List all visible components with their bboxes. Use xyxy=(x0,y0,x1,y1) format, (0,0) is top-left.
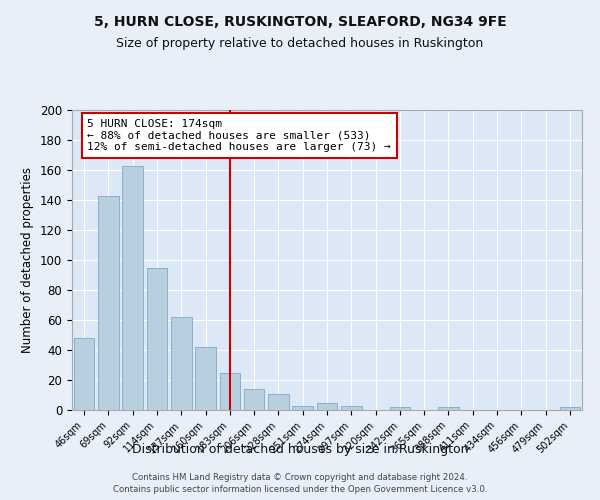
Bar xyxy=(171,317,191,410)
Bar xyxy=(560,407,580,410)
Bar xyxy=(220,372,240,410)
Text: 5, HURN CLOSE, RUSKINGTON, SLEAFORD, NG34 9FE: 5, HURN CLOSE, RUSKINGTON, SLEAFORD, NG3… xyxy=(94,15,506,29)
Bar xyxy=(146,268,167,410)
Bar xyxy=(341,406,362,410)
Bar xyxy=(438,407,459,410)
Bar xyxy=(389,407,410,410)
Bar xyxy=(268,394,289,410)
Bar xyxy=(122,166,143,410)
Bar xyxy=(317,402,337,410)
Text: Contains HM Land Registry data © Crown copyright and database right 2024.: Contains HM Land Registry data © Crown c… xyxy=(132,472,468,482)
Text: 5 HURN CLOSE: 174sqm
← 88% of detached houses are smaller (533)
12% of semi-deta: 5 HURN CLOSE: 174sqm ← 88% of detached h… xyxy=(88,119,391,152)
Text: Size of property relative to detached houses in Ruskington: Size of property relative to detached ho… xyxy=(116,38,484,51)
Bar xyxy=(292,406,313,410)
Bar xyxy=(74,338,94,410)
Bar xyxy=(195,347,216,410)
Text: Distribution of detached houses by size in Ruskington: Distribution of detached houses by size … xyxy=(132,442,468,456)
Bar xyxy=(98,196,119,410)
Bar xyxy=(244,389,265,410)
Y-axis label: Number of detached properties: Number of detached properties xyxy=(22,167,34,353)
Text: Contains public sector information licensed under the Open Government Licence v3: Contains public sector information licen… xyxy=(113,485,487,494)
